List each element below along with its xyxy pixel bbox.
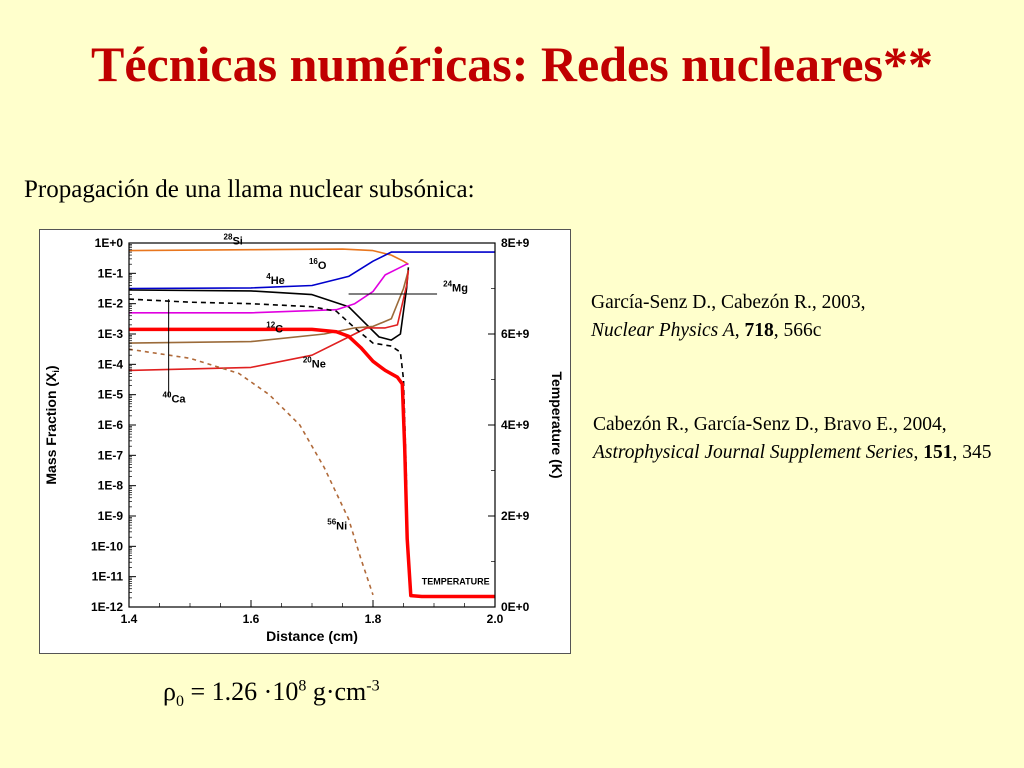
series-label-element: Ni — [336, 521, 347, 533]
series-label-element: O — [318, 260, 327, 272]
reference-2-page: 345 — [962, 442, 992, 463]
reference-2: Cabezón R., García-Senz D., Bravo E., 20… — [593, 411, 1018, 467]
density-formula: ρ0 = 1.26 ·108 g·cm-3 — [163, 677, 380, 711]
series-label-element: Si — [232, 236, 242, 248]
reference-2-sep1: , — [913, 442, 924, 463]
y-tick-label: 1E-11 — [92, 570, 124, 584]
y2-tick-label: 2E+9 — [501, 509, 530, 523]
reference-1-volume: 718 — [744, 320, 774, 341]
y-tick-label: 1E-1 — [98, 266, 124, 280]
series-label-he4: 4He — [266, 272, 285, 287]
series-line-si28 — [129, 248, 409, 265]
x-tick-label: 1.4 — [121, 612, 138, 626]
series-label-temperature: TEMPERATURE — [422, 576, 490, 586]
mass-fraction-chart: 1E+0 1E-1 1E-2 1E-3 1E-4 1E-5 1E-6 1E-7 1E-8 1E-9… — [43, 233, 565, 644]
y-tick-label: 1E-7 — [98, 448, 124, 462]
slide-title: Técnicas numéricas: Redes nucleares** — [90, 36, 934, 92]
y-tick-label: 1E+0 — [95, 236, 124, 250]
series-label-mass: 4 — [266, 272, 271, 281]
series-label-ne20: 20Ne — [303, 355, 326, 370]
y-axis-label-main: Mass Fraction (X — [43, 372, 59, 485]
y2-tick-label: 6E+9 — [501, 327, 530, 341]
y-tick-label: 1E-2 — [98, 297, 124, 311]
y-tick-label: 1E-9 — [98, 509, 124, 523]
reference-1-sep2: , — [773, 320, 784, 341]
plot-frame — [128, 242, 496, 608]
formula-dot: · — [263, 677, 273, 706]
series-label-mass: 20 — [303, 355, 312, 364]
series-label-element: He — [271, 275, 285, 287]
formula-exponent: 8 — [298, 677, 307, 695]
reference-1-authors: García-Senz D., Cabezón R., 2003, — [591, 292, 866, 313]
reference-1-sep1: , — [734, 320, 745, 341]
y-axis-label: Mass Fraction (Xi) — [43, 365, 61, 484]
series-label-mass: 12 — [266, 320, 275, 329]
y2-tick-label: 4E+9 — [501, 418, 530, 432]
reference-2-sep2: , — [952, 442, 963, 463]
formula-equals: = — [190, 677, 206, 706]
y2-tick-label: 0E+0 — [501, 600, 530, 614]
x-axis-label: Distance (cm) — [266, 628, 358, 644]
reference-1-page: 566c — [783, 320, 822, 341]
series-label-ca40: 40Ca — [163, 390, 187, 405]
formula-base: 10 — [272, 677, 299, 706]
series-label-c12: 12C — [266, 320, 283, 335]
formula-unit-exponent: -3 — [366, 677, 380, 695]
formula-rho: ρ — [163, 677, 176, 706]
chart-panel: 1E+0 1E-1 1E-2 1E-3 1E-4 1E-5 1E-6 1E-7 1E-8 1E-9… — [39, 229, 571, 654]
series-label-si28: 28Si — [224, 233, 243, 248]
formula-rho-subscript: 0 — [175, 693, 184, 711]
y-tick-label: 1E-8 — [98, 479, 124, 493]
y-axis-label-sub: i — [51, 370, 61, 373]
series-label-element: Ca — [171, 393, 186, 405]
y-tick-label: 1E-4 — [98, 357, 124, 371]
y-tick-label: 1E-10 — [91, 539, 123, 553]
y-tick-label: 1E-6 — [98, 418, 124, 432]
series-line-ca40 — [129, 298, 408, 486]
formula-value: 1.26 — [211, 677, 258, 706]
series-label-mass: 24 — [443, 280, 452, 289]
y-axis-label-end: ) — [43, 365, 59, 370]
series-label-element: Ne — [312, 358, 326, 370]
series-label-mass: 56 — [327, 518, 336, 527]
reference-2-volume: 151 — [923, 442, 953, 463]
series-line-o16 — [129, 251, 495, 290]
formula-unit-cm: cm — [334, 677, 367, 706]
series-label-mass: 16 — [309, 257, 318, 266]
x-tick-label: 1.6 — [243, 612, 260, 626]
series-label-element: Mg — [452, 283, 468, 295]
reference-1: García-Senz D., Cabezón R., 2003, Nuclea… — [591, 289, 1011, 345]
slide-subtitle: Propagación de una llama nuclear subsóni… — [24, 176, 475, 203]
y-tick-label: 1E-3 — [98, 327, 124, 341]
formula-unit-g: g — [312, 677, 326, 706]
series-line-mg24 — [129, 263, 409, 314]
series-label-mass: 40 — [163, 390, 172, 399]
y-tick-label: 1E-5 — [98, 388, 124, 402]
series-line-ne20 — [129, 270, 410, 372]
series-label-ni56: 56Ni — [327, 518, 347, 533]
series-label-mg24: 24Mg — [443, 280, 468, 295]
reference-2-journal: Astrophysical Journal Supplement Series — [593, 442, 914, 463]
reference-2-authors: Cabezón R., García-Senz D., Bravo E., 20… — [593, 414, 947, 435]
y2-tick-label: 8E+9 — [501, 236, 530, 250]
series-line-ni56 — [129, 348, 374, 596]
series-label-mass: 28 — [224, 233, 233, 242]
formula-unit-dot: · — [325, 677, 335, 706]
series-line-c12 — [129, 270, 410, 344]
series-label-o16: 16O — [309, 257, 327, 272]
y-tick-label: 1E-12 — [91, 600, 123, 614]
y2-axis-label: Temperature (K) — [549, 371, 565, 478]
x-tick-label: 1.8 — [365, 612, 382, 626]
series-line-he4 — [129, 267, 410, 341]
series-line-temperature — [129, 327, 495, 599]
x-tick-label: 2.0 — [487, 612, 504, 626]
series-label-element: C — [275, 323, 283, 335]
reference-1-journal: Nuclear Physics A — [591, 320, 735, 341]
